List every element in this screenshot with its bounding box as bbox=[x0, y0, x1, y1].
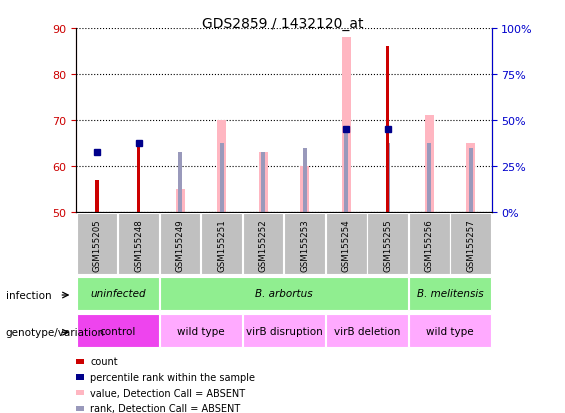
Text: control: control bbox=[99, 326, 136, 336]
Text: GSM155252: GSM155252 bbox=[259, 218, 268, 271]
Bar bbox=[76, 406, 84, 411]
Bar bbox=[118, 214, 159, 275]
Bar bbox=[284, 214, 325, 275]
Bar bbox=[342, 38, 351, 213]
Text: GSM155249: GSM155249 bbox=[176, 218, 185, 271]
Text: GSM155248: GSM155248 bbox=[134, 218, 143, 271]
Bar bbox=[386, 47, 389, 213]
Bar bbox=[303, 148, 307, 213]
Text: GSM155257: GSM155257 bbox=[466, 218, 475, 271]
Bar bbox=[243, 314, 325, 347]
Text: GSM155254: GSM155254 bbox=[342, 218, 351, 271]
Bar bbox=[160, 277, 408, 310]
Bar bbox=[425, 116, 434, 213]
Text: uninfected: uninfected bbox=[90, 289, 146, 299]
Bar bbox=[326, 314, 408, 347]
Bar bbox=[76, 390, 84, 396]
Bar bbox=[344, 130, 348, 213]
Bar bbox=[77, 214, 118, 275]
Bar bbox=[466, 144, 475, 213]
Text: GSM155253: GSM155253 bbox=[300, 218, 309, 271]
Bar bbox=[427, 144, 431, 213]
Text: virB deletion: virB deletion bbox=[334, 326, 400, 336]
Bar bbox=[217, 121, 226, 213]
Text: percentile rank within the sample: percentile rank within the sample bbox=[90, 372, 255, 382]
Text: GDS2859 / 1432120_at: GDS2859 / 1432120_at bbox=[202, 17, 363, 31]
Bar bbox=[95, 180, 99, 213]
Bar bbox=[77, 314, 159, 347]
Bar bbox=[261, 153, 265, 213]
Bar bbox=[176, 190, 185, 213]
Bar bbox=[178, 153, 182, 213]
Bar bbox=[220, 144, 224, 213]
Text: wild type: wild type bbox=[177, 326, 225, 336]
Bar bbox=[77, 277, 159, 310]
Text: value, Detection Call = ABSENT: value, Detection Call = ABSENT bbox=[90, 388, 246, 398]
Bar bbox=[409, 277, 491, 310]
Text: rank, Detection Call = ABSENT: rank, Detection Call = ABSENT bbox=[90, 404, 241, 413]
Bar bbox=[76, 374, 84, 380]
Text: genotype/variation: genotype/variation bbox=[6, 328, 105, 337]
Bar bbox=[326, 214, 367, 275]
Bar bbox=[137, 144, 140, 213]
Bar bbox=[409, 214, 450, 275]
Bar bbox=[367, 214, 408, 275]
Bar bbox=[259, 153, 268, 213]
Bar bbox=[160, 214, 201, 275]
Bar bbox=[386, 144, 390, 213]
Text: B. melitensis: B. melitensis bbox=[417, 289, 483, 299]
Text: GSM155256: GSM155256 bbox=[425, 218, 434, 271]
Text: GSM155255: GSM155255 bbox=[383, 218, 392, 271]
Text: virB disruption: virB disruption bbox=[246, 326, 322, 336]
Text: infection: infection bbox=[6, 290, 51, 300]
Text: GSM155205: GSM155205 bbox=[93, 218, 102, 271]
Text: GSM155251: GSM155251 bbox=[217, 218, 226, 271]
Bar bbox=[450, 214, 491, 275]
Text: B. arbortus: B. arbortus bbox=[255, 289, 312, 299]
Bar bbox=[300, 167, 309, 213]
Bar bbox=[76, 358, 84, 364]
Text: count: count bbox=[90, 356, 118, 366]
Bar bbox=[160, 314, 242, 347]
Text: wild type: wild type bbox=[426, 326, 474, 336]
Bar bbox=[201, 214, 242, 275]
Bar bbox=[409, 314, 491, 347]
Bar bbox=[243, 214, 284, 275]
Bar bbox=[469, 148, 473, 213]
